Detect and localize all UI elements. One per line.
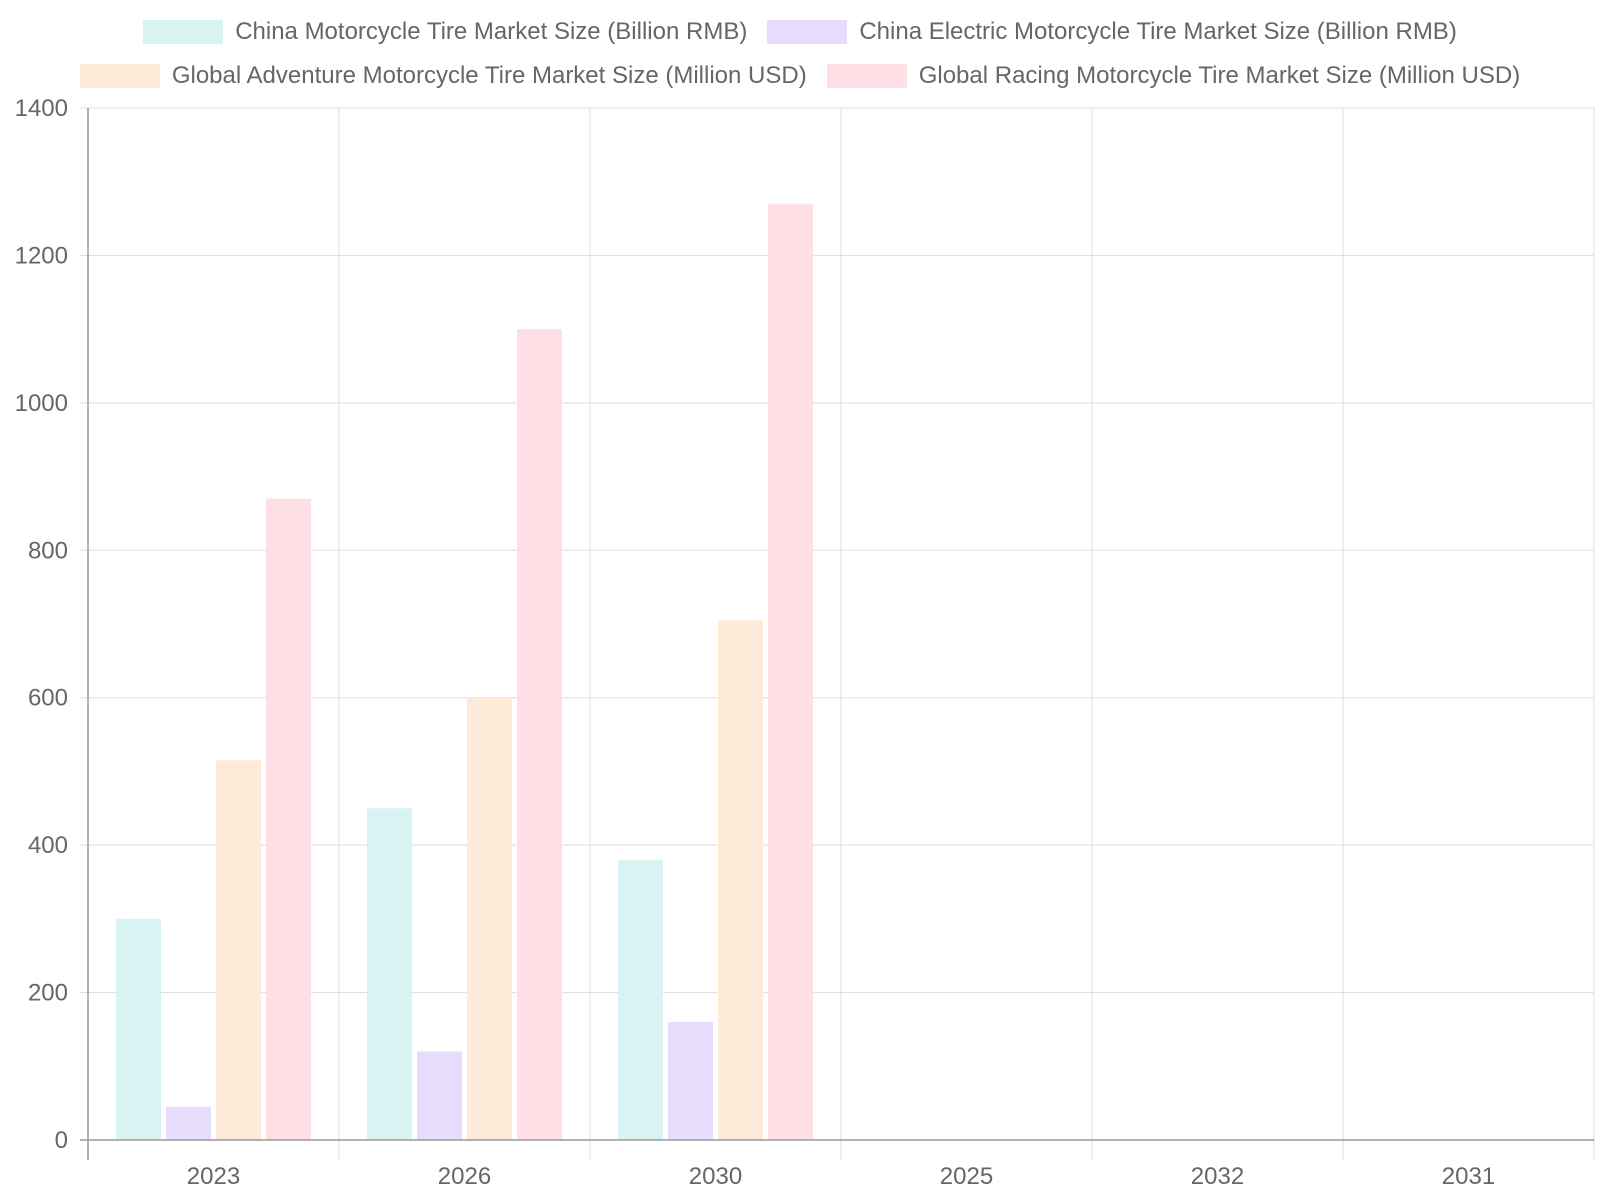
bar-china-electric-2030[interactable]	[668, 1022, 713, 1140]
y-tick-label: 800	[28, 537, 68, 564]
bar-global-racing-2030[interactable]	[768, 203, 813, 1141]
y-tick-label: 600	[28, 685, 68, 712]
chart-legend: China Motorcycle Tire Market Size (Billi…	[0, 0, 1600, 100]
bars	[116, 203, 813, 1141]
bar-global-adventure-2023[interactable]	[216, 760, 261, 1140]
legend-item-china-electric[interactable]: China Electric Motorcycle Tire Market Si…	[767, 18, 1457, 46]
legend-item-global-racing[interactable]: Global Racing Motorcycle Tire Market Siz…	[826, 62, 1521, 90]
bar-global-adventure-2030[interactable]	[718, 620, 763, 1140]
y-tick-label: 200	[28, 980, 68, 1007]
bar-china-electric-2023[interactable]	[166, 1106, 211, 1140]
x-tick-label: 2026	[438, 1163, 491, 1190]
x-tick-label: 2025	[940, 1163, 993, 1190]
legend-swatch-global-racing	[826, 64, 907, 88]
bar-global-racing-2023[interactable]	[266, 498, 311, 1141]
bar-global-racing-2026[interactable]	[517, 329, 562, 1141]
legend-swatch-china-electric	[767, 20, 848, 44]
legend-label-global-adventure: Global Adventure Motorcycle Tire Market …	[171, 62, 807, 89]
axes	[80, 108, 1594, 1160]
legend-row-1: China Motorcycle Tire Market Size (Billi…	[0, 17, 1600, 47]
y-tick-label: 1400	[15, 95, 68, 122]
x-tick-label: 2030	[689, 1163, 742, 1190]
legend-label-global-racing: Global Racing Motorcycle Tire Market Siz…	[918, 62, 1521, 89]
bar-china-motorcycle-2030[interactable]	[618, 859, 663, 1140]
legend-label-china-motorcycle: China Motorcycle Tire Market Size (Billi…	[235, 18, 748, 45]
legend-swatch-china-motorcycle	[143, 20, 224, 44]
legend-label-china-electric: China Electric Motorcycle Tire Market Si…	[859, 18, 1457, 45]
legend-item-china-motorcycle[interactable]: China Motorcycle Tire Market Size (Billi…	[143, 18, 747, 46]
y-tick-label: 400	[28, 832, 68, 859]
bar-china-motorcycle-2023[interactable]	[116, 918, 161, 1140]
y-tick-label: 1200	[15, 242, 68, 269]
bar-global-adventure-2026[interactable]	[467, 697, 512, 1140]
legend-row-2: Global Adventure Motorcycle Tire Market …	[0, 61, 1600, 91]
bar-china-electric-2026[interactable]	[417, 1051, 462, 1140]
bar-china-motorcycle-2026[interactable]	[367, 808, 412, 1140]
x-tick-label: 2031	[1442, 1163, 1495, 1190]
y-tick-label: 0	[55, 1127, 68, 1154]
tick-labels: 0 200 400 600 800 1000 1200 1400 2023 2026 2030 202…	[15, 95, 1496, 1190]
legend-item-global-adventure[interactable]: Global Adventure Motorcycle Tire Market …	[79, 62, 807, 90]
x-tick-label: 2032	[1191, 1163, 1244, 1190]
y-tick-label: 1000	[15, 390, 68, 417]
legend-swatch-global-adventure	[79, 64, 160, 88]
x-tick-label: 2023	[187, 1163, 240, 1190]
